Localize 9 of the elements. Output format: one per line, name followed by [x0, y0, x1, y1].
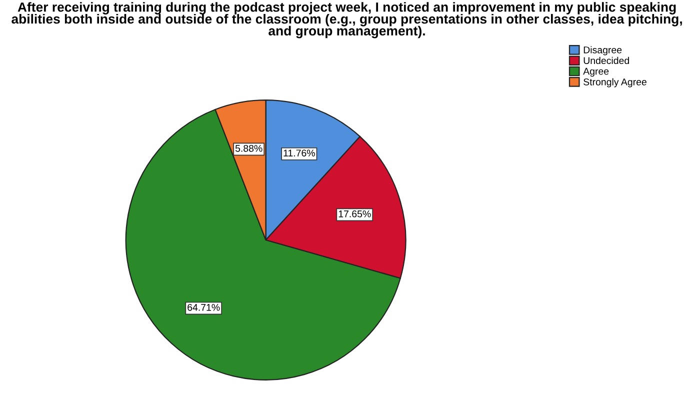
legend-label: Disagree [584, 46, 622, 56]
data-label: 5.88% [235, 144, 262, 152]
legend-label: Strongly Agree [584, 78, 646, 88]
chart-title: After receiving training during the podcast project week, I noticed an improvement in my public speaking abilities both inside and outside of the classroom (e.g., group presentations in other classes, idea pitching, and group management). [12, 2, 682, 38]
legend-label: Undecided [584, 56, 629, 64]
data-label: 11.76% [284, 150, 315, 156]
legend-label: Agree [583, 68, 609, 77]
data-label: 64.71% [188, 304, 220, 311]
data-label: 17.65% [338, 210, 371, 218]
